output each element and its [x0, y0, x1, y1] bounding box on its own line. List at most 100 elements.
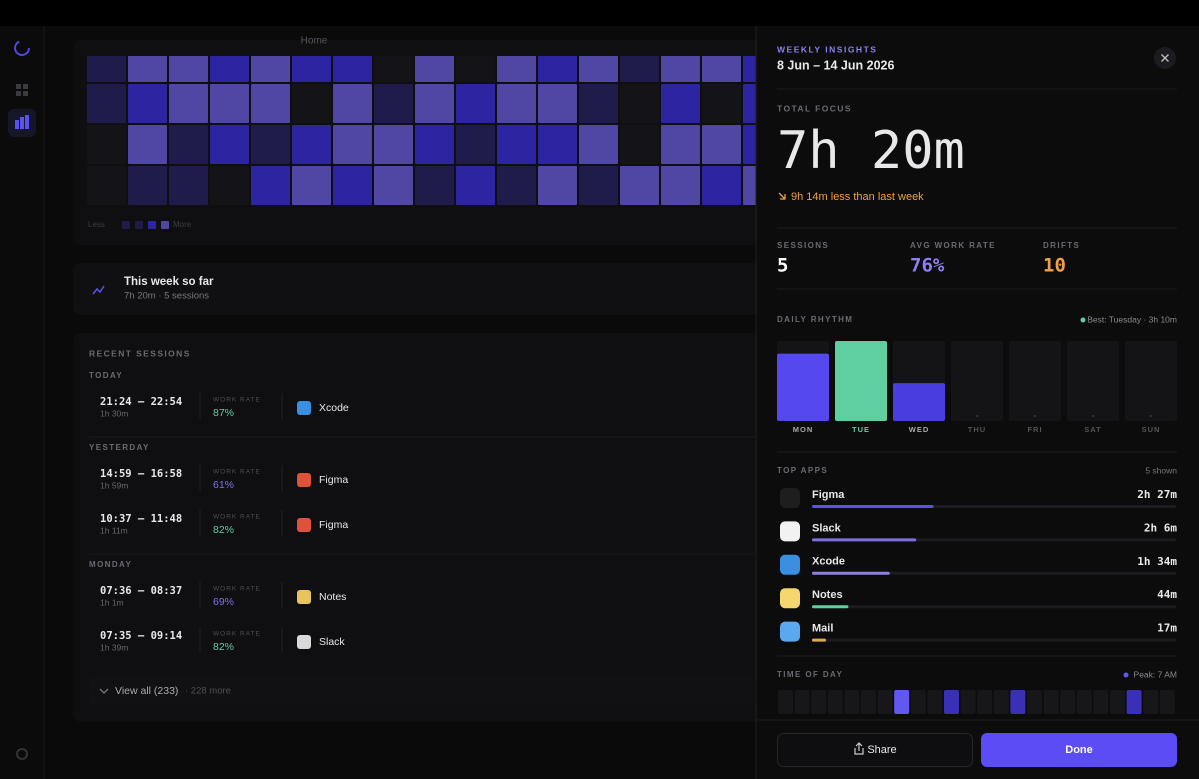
- heatmap-cell: [661, 125, 700, 164]
- app-bar: [812, 571, 890, 575]
- settings-icon[interactable]: [16, 748, 28, 760]
- app-time: 17m: [1157, 622, 1177, 635]
- app-name: Figma: [812, 489, 845, 501]
- heatmap-cell: [169, 84, 208, 123]
- stat-label: SESSIONS: [777, 241, 829, 250]
- trend-icon: [92, 285, 105, 295]
- heatmap-cell: [87, 166, 126, 205]
- app-time: 2h 27m: [1137, 488, 1177, 501]
- hour-cell: [844, 690, 860, 714]
- hour-cell: [1076, 690, 1092, 714]
- more-count: · 228 more: [185, 686, 231, 697]
- day-label: MON: [793, 425, 814, 434]
- app-time: 2h 6m: [1144, 521, 1177, 534]
- heatmap-cell: [169, 125, 208, 164]
- heatmap-cell: [702, 84, 741, 123]
- day-label: TUE: [852, 425, 870, 434]
- rhythm-bar: [835, 341, 887, 421]
- group-label: YESTERDAY: [89, 443, 150, 452]
- heatmap-cell: [456, 84, 495, 123]
- heatmap-cell: [497, 166, 536, 205]
- heatmap-cell: [702, 56, 741, 82]
- app-track: [812, 605, 1176, 609]
- work-rate-label: WORK RATE: [213, 469, 261, 476]
- heatmap-cell: [579, 125, 618, 164]
- app-bar: [812, 505, 934, 508]
- heatmap-cell: [210, 125, 249, 164]
- hour-cell: [1060, 690, 1076, 714]
- week-card[interactable]: [73, 263, 763, 315]
- done-button[interactable]: [981, 733, 1177, 767]
- group-label: TODAY: [89, 371, 123, 380]
- heatmap-cell: [210, 166, 249, 205]
- hour-cell: [877, 690, 893, 714]
- best-dot: [1080, 317, 1086, 323]
- heatmap-cell: [620, 84, 659, 123]
- hour-cell: [811, 690, 827, 714]
- hour-cell: [827, 690, 843, 714]
- recent-card: [73, 333, 763, 722]
- done-label[interactable]: Done: [1065, 744, 1093, 756]
- heatmap-cell: [702, 125, 741, 164]
- heatmap-cell: [333, 84, 372, 123]
- sidebar: [0, 26, 44, 779]
- nav-chart-icon[interactable]: [15, 115, 29, 129]
- nav-grid-icon[interactable]: [16, 84, 28, 96]
- rhythm-bar: [1034, 415, 1036, 417]
- share-icon: [854, 742, 864, 755]
- session-duration: 1h 30m: [100, 408, 128, 418]
- heatmap-cell: [169, 56, 208, 82]
- heatmap-cell: [374, 125, 413, 164]
- app-bar: [812, 638, 827, 642]
- stat-label: DRIFTS: [1043, 241, 1080, 250]
- heatmap-cell: [292, 56, 331, 82]
- app-icon: [297, 473, 311, 487]
- week-title: This week so far: [124, 276, 214, 288]
- legend-swatch: [122, 221, 130, 229]
- apps-title: TOP APPS: [777, 466, 828, 475]
- heatmap-cell: [251, 84, 290, 123]
- share-button[interactable]: [777, 733, 973, 767]
- session-app: Figma: [319, 519, 348, 531]
- heatmap-cell: [251, 125, 290, 164]
- recent-title: RECENT SESSIONS: [89, 348, 191, 358]
- app-track: [812, 571, 1176, 575]
- heatmap-cell: [579, 84, 618, 123]
- heatmap-cell: [87, 56, 126, 82]
- focus-delta: 9h 14m less than last week: [791, 191, 924, 203]
- hour-cell: [1143, 690, 1159, 714]
- day-label: SAT: [1084, 425, 1101, 434]
- logo[interactable]: [14, 40, 30, 56]
- heatmap-cell: [128, 125, 167, 164]
- work-rate-label: WORK RATE: [213, 586, 261, 593]
- app-icon: [780, 621, 800, 642]
- legend-swatch: [161, 221, 169, 229]
- work-rate: 82%: [213, 641, 234, 653]
- hour-cell: [1043, 690, 1059, 714]
- legend-more: More: [173, 220, 192, 229]
- close-icon: [1161, 54, 1169, 62]
- app-name: Slack: [812, 522, 842, 534]
- session-time: 10:37 — 11:48: [100, 513, 182, 525]
- hour-cell: [960, 690, 976, 714]
- session-app: Notes: [319, 591, 346, 603]
- hour-cell: [778, 690, 793, 714]
- rhythm-title: DAILY RHYTHM: [777, 315, 853, 324]
- stat-value: 10: [1043, 255, 1066, 277]
- rhythm-track: [1009, 341, 1061, 421]
- heatmap-cell: [333, 56, 372, 82]
- heatmap-cell: [661, 56, 700, 82]
- app-name: Notes: [812, 589, 843, 601]
- heatmap-cell: [538, 84, 577, 123]
- heatmap-cell: [538, 166, 577, 205]
- heatmap-cell: [456, 125, 495, 164]
- view-all[interactable]: View all (233): [115, 685, 178, 697]
- heatmap-cell: [661, 84, 700, 123]
- view-all-bar[interactable]: [89, 677, 755, 705]
- heatmap-cell: [374, 84, 413, 123]
- work-rate-label: WORK RATE: [213, 397, 261, 404]
- share-label[interactable]: Share: [867, 744, 896, 756]
- heatmap-cell: [456, 166, 495, 205]
